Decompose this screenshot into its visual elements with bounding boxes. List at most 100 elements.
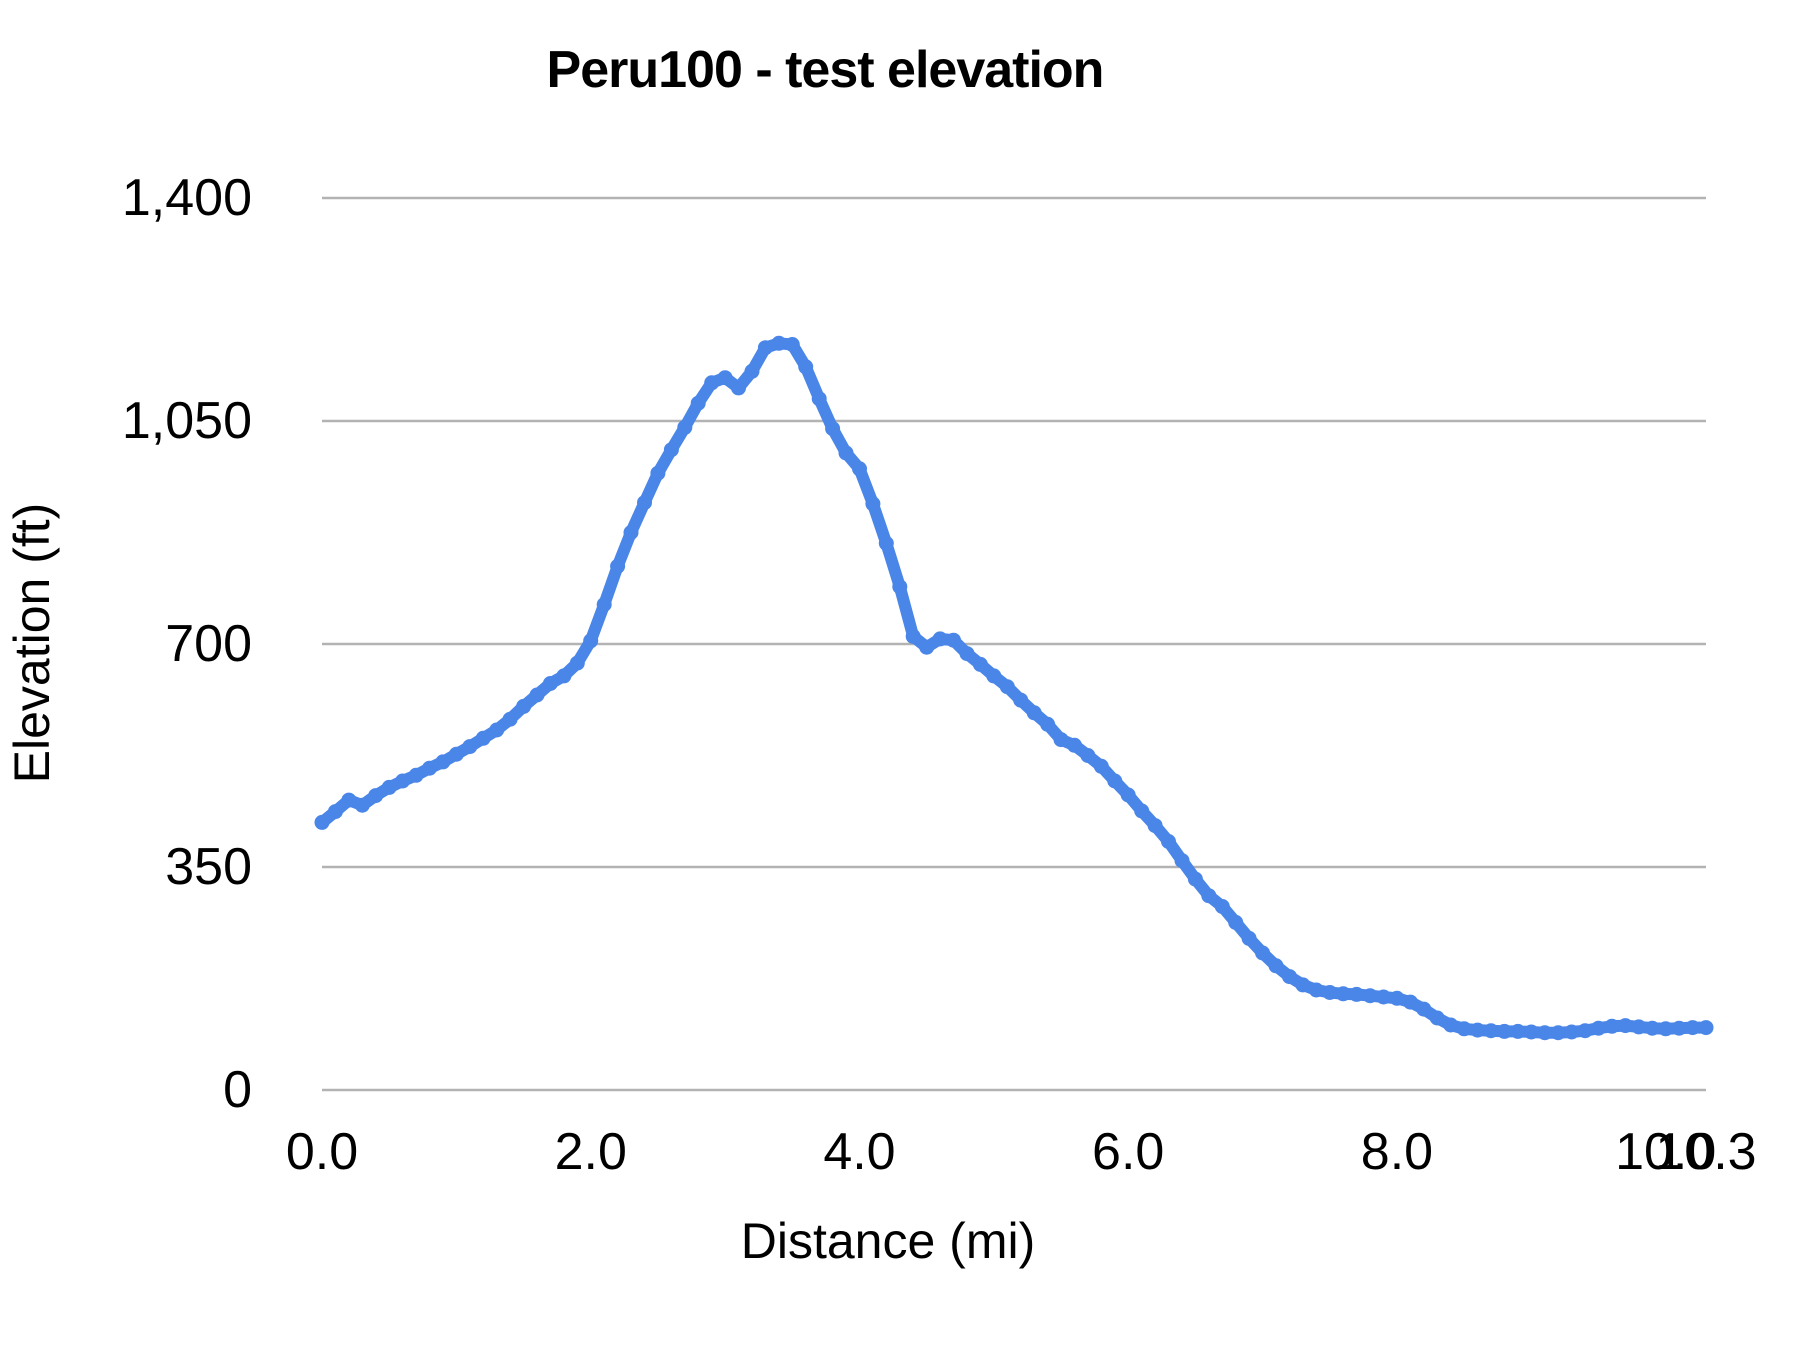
y-tick-label: 700 — [165, 615, 252, 673]
data-point-marker — [1577, 1023, 1593, 1039]
data-point-marker — [1644, 1020, 1660, 1036]
data-point-marker — [1161, 834, 1176, 849]
data-point-marker — [354, 797, 370, 813]
data-point-marker — [489, 722, 505, 738]
data-point-marker — [1241, 930, 1257, 946]
data-point-marker — [1389, 990, 1405, 1006]
x-tick-label: 8.0 — [1360, 1123, 1434, 1181]
data-point-marker — [408, 767, 424, 783]
data-point-marker — [784, 337, 800, 352]
data-point-marker — [1255, 945, 1271, 961]
data-point-marker — [731, 380, 746, 396]
y-tick-label: 0 — [223, 1061, 252, 1119]
data-point-marker — [1591, 1020, 1606, 1036]
data-point-marker — [341, 792, 357, 808]
data-point-marker — [838, 445, 854, 461]
x-tick-label: 0.0 — [285, 1123, 359, 1181]
data-point-marker — [1671, 1020, 1687, 1036]
data-point-marker — [1026, 705, 1042, 721]
data-point-marker — [825, 421, 841, 437]
data-point-marker — [1134, 803, 1150, 819]
data-point-marker — [852, 461, 867, 477]
data-point-marker — [1456, 1021, 1472, 1037]
y-tick-label: 1,050 — [121, 392, 252, 450]
data-point-marker — [959, 646, 975, 662]
data-point-marker — [704, 375, 720, 391]
data-point-marker — [569, 655, 585, 671]
data-point-marker — [999, 679, 1015, 695]
data-point-marker — [1416, 1001, 1432, 1017]
data-point-marker — [381, 779, 397, 795]
data-point-marker — [932, 631, 948, 647]
data-point-marker — [717, 370, 733, 386]
data-point-marker — [623, 525, 639, 540]
data-point-marker — [1080, 748, 1096, 763]
data-point-marker — [1402, 994, 1418, 1010]
data-point-marker — [986, 668, 1002, 684]
data-point-marker — [1685, 1020, 1701, 1036]
data-point-marker — [1470, 1022, 1486, 1038]
data-point-marker — [1376, 989, 1391, 1005]
data-point-marker — [502, 711, 518, 727]
data-point-marker — [1067, 737, 1082, 753]
data-point-marker — [529, 687, 545, 703]
data-point-marker — [878, 535, 894, 551]
data-point-marker — [1214, 899, 1230, 914]
data-point-marker — [327, 804, 343, 820]
data-point-marker — [556, 668, 572, 684]
data-point-marker — [1523, 1024, 1539, 1040]
x-tick-label: 4.0 — [823, 1123, 896, 1181]
data-point-marker — [1658, 1021, 1674, 1037]
data-point-marker — [798, 359, 814, 375]
data-point-marker — [1013, 692, 1029, 708]
data-point-marker — [1604, 1018, 1620, 1034]
x-tick-label: 2.0 — [554, 1123, 627, 1181]
data-point-marker — [1282, 969, 1297, 985]
data-point-marker — [1322, 985, 1338, 1000]
data-point-marker — [1120, 787, 1136, 803]
data-point-marker — [865, 496, 881, 512]
data-point-marker — [1429, 1010, 1445, 1026]
data-point-marker — [1564, 1024, 1580, 1040]
data-point-marker — [972, 656, 988, 672]
data-point-marker — [435, 754, 451, 770]
data-point-marker — [516, 698, 532, 714]
data-point-marker — [1268, 958, 1284, 974]
data-point-marker — [771, 335, 787, 351]
data-point-marker — [475, 730, 491, 746]
data-point-marker — [462, 739, 478, 755]
y-tick-label: 1,400 — [121, 169, 252, 227]
data-point-marker — [1496, 1023, 1512, 1039]
data-point-marker — [1617, 1018, 1633, 1034]
data-point-marker — [1550, 1025, 1566, 1041]
data-point-marker — [1349, 986, 1365, 1002]
data-point-marker — [663, 442, 679, 458]
data-point-marker — [637, 495, 652, 511]
data-point-marker — [1443, 1017, 1459, 1033]
data-point-marker — [1040, 716, 1056, 732]
chart-title: Peru100 - test elevation — [546, 41, 1105, 99]
data-point-marker — [650, 465, 666, 481]
x-tick-label: 10.0 — [1615, 1123, 1717, 1181]
data-point-marker — [690, 395, 706, 411]
y-tick-label: 350 — [165, 838, 252, 896]
data-point-marker — [757, 340, 773, 356]
data-point-marker — [583, 633, 599, 649]
data-point-marker — [811, 391, 827, 407]
data-point-marker — [744, 363, 760, 379]
data-point-marker — [610, 558, 626, 574]
data-point-marker — [905, 628, 921, 644]
x-tick-label: 10.3 — [1655, 1123, 1757, 1181]
data-point-marker — [1187, 871, 1203, 887]
data-point-marker — [1308, 982, 1324, 998]
data-point-marker — [368, 788, 384, 804]
data-point-marker — [596, 597, 612, 612]
data-point-marker — [1698, 1020, 1714, 1036]
data-point-marker — [1483, 1023, 1499, 1039]
data-point-marker — [1510, 1023, 1526, 1039]
data-point-marker — [1174, 853, 1190, 869]
x-axis-title: Distance (mi) — [740, 1213, 1036, 1269]
data-point-marker — [1201, 888, 1217, 904]
